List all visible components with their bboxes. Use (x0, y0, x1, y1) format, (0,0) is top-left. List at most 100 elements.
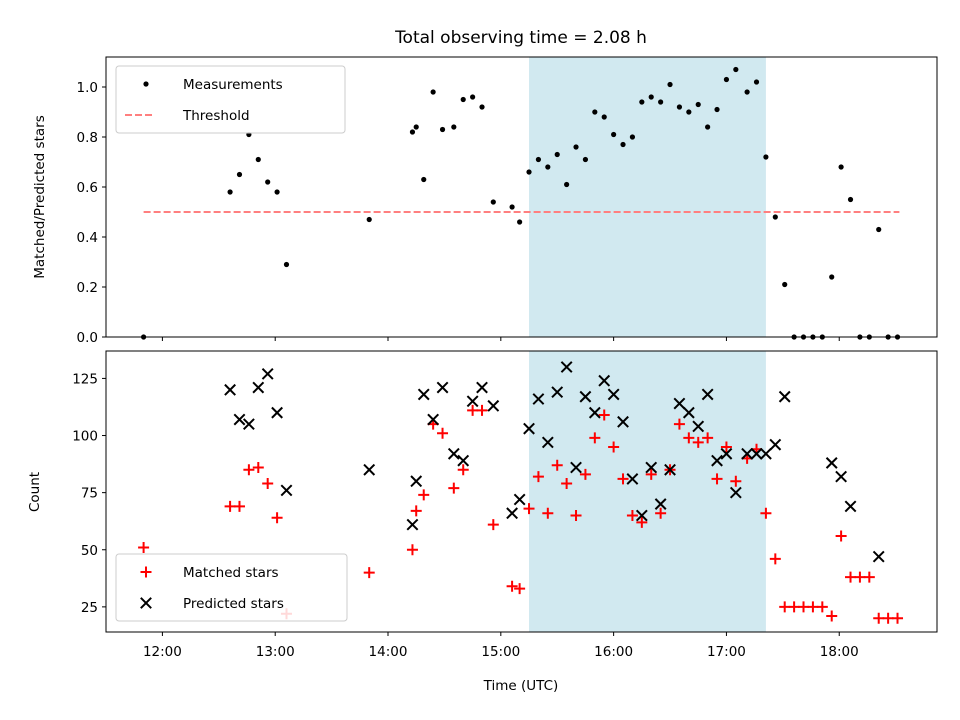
data-point (487, 519, 499, 531)
data-point-shape (617, 415, 629, 428)
data-point (720, 441, 732, 453)
data-point (798, 601, 810, 613)
series-measurements (141, 66, 901, 340)
chart-title: Total observing time = 2.08 h (394, 28, 647, 48)
legend-marker-shape (143, 81, 149, 87)
data-point-shape (410, 505, 422, 517)
data-point (363, 463, 376, 476)
data-point-shape (730, 475, 742, 487)
data-point (741, 447, 754, 460)
data-point (648, 94, 654, 100)
data-point-shape (711, 473, 723, 485)
data-point (788, 601, 800, 613)
data-point (838, 164, 844, 170)
legend-label: Measurements (183, 77, 283, 93)
data-point-shape (847, 196, 854, 203)
data-point-shape (479, 104, 485, 110)
data-point (476, 404, 488, 416)
data-point-shape (363, 567, 375, 579)
data-point (517, 219, 523, 225)
data-point (629, 134, 636, 140)
data-point-shape (476, 404, 488, 416)
data-point-shape (560, 361, 573, 373)
data-point (570, 509, 582, 521)
data-point-shape (418, 489, 430, 501)
data-point (772, 214, 778, 220)
data-point (243, 464, 255, 476)
data-point-shape (760, 507, 772, 519)
data-point (769, 438, 782, 451)
data-point-shape (573, 144, 579, 150)
data-point-shape (835, 470, 848, 483)
data-point (470, 94, 476, 100)
data-point (513, 493, 526, 506)
data-point-shape (741, 447, 754, 460)
data-point-shape (487, 519, 499, 531)
y-tick-label: 75 (81, 486, 98, 502)
data-point-shape (570, 509, 582, 521)
data-point-shape (138, 541, 150, 553)
data-point (829, 274, 835, 280)
data-point-shape (526, 169, 532, 175)
data-point-shape (252, 381, 265, 394)
legend: Matched stars Predicted stars (115, 553, 348, 622)
data-point (560, 361, 573, 373)
data-point-shape (788, 601, 800, 613)
data-point (835, 470, 848, 483)
data-point (701, 388, 714, 401)
data-point (271, 512, 283, 524)
data-point (554, 151, 560, 158)
y-tick-label: 100 (72, 429, 98, 445)
data-point-shape (421, 176, 427, 183)
data-point-shape (626, 509, 638, 521)
x-tick-label: 13:00 (256, 644, 295, 660)
data-point-shape (406, 544, 418, 556)
data-point (466, 395, 479, 408)
data-point-shape (611, 131, 617, 138)
data-point-shape (760, 447, 772, 460)
data-point (255, 156, 261, 163)
legend-label: Predicted stars (183, 596, 284, 612)
data-point-shape (876, 226, 882, 233)
bottom-panel: 25 50 75 100 125 12:00 13:00 14:00 15:00 16:00 17:… (72, 350, 938, 660)
data-point (283, 261, 290, 268)
data-point-shape (570, 461, 582, 474)
data-point (695, 101, 701, 108)
data-point (807, 601, 819, 613)
data-point-shape (513, 493, 526, 506)
data-point-shape (692, 420, 705, 433)
data-point-shape (551, 459, 563, 471)
data-point-shape (607, 388, 620, 401)
legend-box (115, 65, 346, 134)
data-point-shape (545, 164, 551, 170)
legend-box (115, 553, 348, 622)
highlight-span (529, 57, 766, 337)
x-tick-label: 12:00 (143, 644, 182, 660)
data-point-shape (626, 473, 639, 485)
data-point-shape (242, 418, 255, 431)
data-point-shape (782, 281, 788, 288)
data-point-shape (816, 601, 828, 613)
data-point-shape (554, 151, 560, 158)
data-point (233, 500, 245, 512)
data-point-shape (233, 413, 246, 426)
data-point-shape (635, 509, 648, 522)
data-point (436, 381, 449, 394)
data-point (588, 406, 601, 419)
data-point-shape (523, 503, 535, 515)
data-point (541, 436, 554, 449)
data-point (876, 226, 882, 233)
data-point (825, 457, 838, 469)
data-point-shape (723, 76, 730, 83)
data-point-shape (233, 500, 245, 512)
data-point (227, 189, 233, 195)
data-point (579, 468, 591, 480)
data-point-shape (695, 101, 701, 108)
data-point-shape (598, 409, 610, 421)
data-point-shape (682, 406, 695, 419)
data-point-shape (838, 164, 844, 170)
data-point-shape (701, 388, 714, 401)
data-point-shape (655, 507, 667, 519)
data-point-shape (702, 432, 714, 444)
data-point (545, 164, 551, 170)
